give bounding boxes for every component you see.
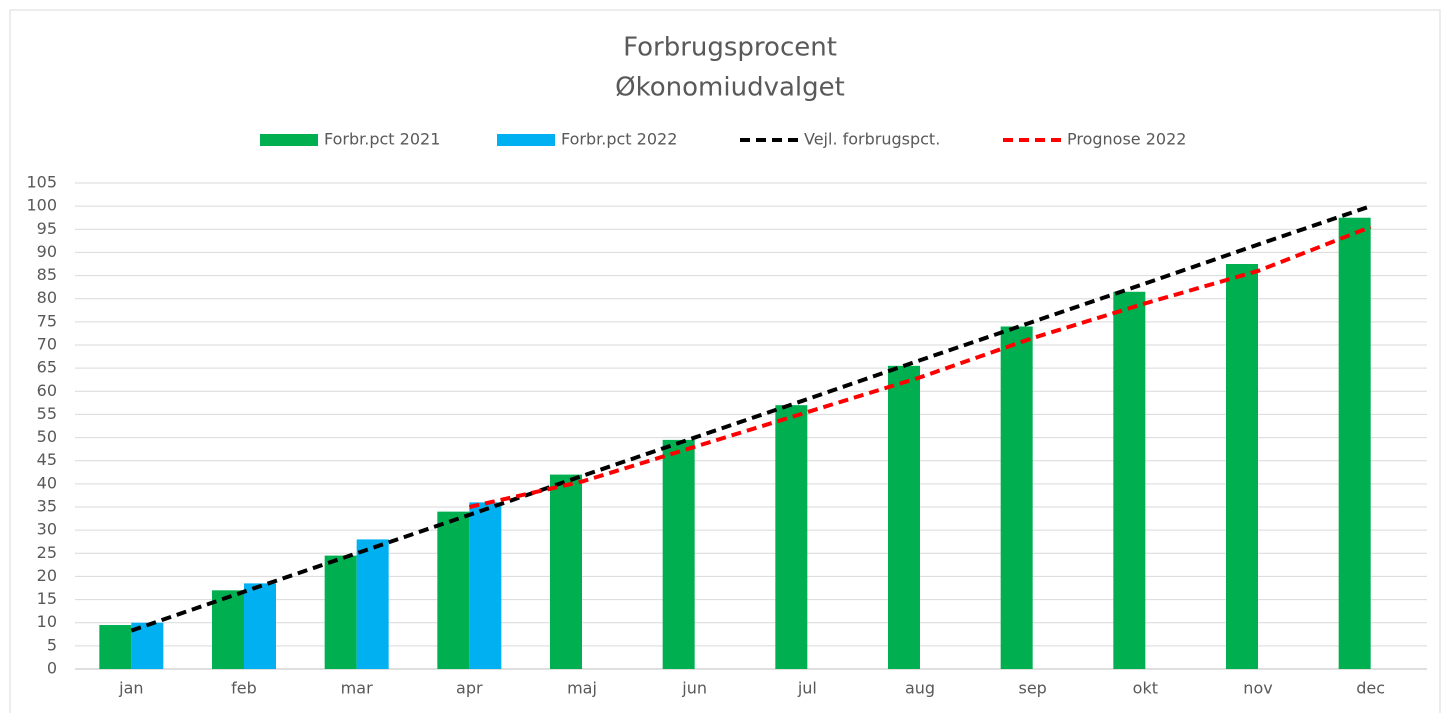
bar bbox=[99, 625, 132, 669]
bar bbox=[437, 511, 470, 669]
bar bbox=[1338, 217, 1371, 669]
y-tick-label: 45 bbox=[37, 450, 57, 469]
y-tick-label: 30 bbox=[37, 520, 57, 539]
legend-swatch bbox=[260, 134, 318, 146]
x-tick-label: okt bbox=[1133, 679, 1158, 698]
x-tick-label: sep bbox=[1018, 679, 1046, 698]
y-tick-label: 80 bbox=[37, 288, 57, 307]
y-tick-label: 20 bbox=[37, 566, 57, 585]
y-tick-label: 90 bbox=[37, 242, 57, 261]
x-tick-label: jun bbox=[681, 679, 707, 698]
y-tick-label: 10 bbox=[37, 612, 57, 631]
bar bbox=[469, 502, 502, 669]
x-tick-label: jul bbox=[797, 679, 817, 698]
bar bbox=[244, 583, 276, 669]
x-tick-label: apr bbox=[456, 679, 483, 698]
y-tick-label: 50 bbox=[37, 427, 57, 446]
legend-label: Forbr.pct 2021 bbox=[324, 130, 440, 149]
bar bbox=[662, 439, 695, 669]
line bbox=[468, 225, 1372, 509]
line bbox=[130, 204, 1372, 633]
legend-label: Forbr.pct 2022 bbox=[561, 130, 677, 149]
x-tick-label: maj bbox=[567, 679, 597, 698]
y-tick-label: 0 bbox=[47, 659, 57, 678]
y-tick-label: 55 bbox=[37, 404, 57, 423]
y-tick-label: 15 bbox=[37, 589, 57, 608]
chart-subtitle: Økonomiudvalget bbox=[615, 73, 845, 103]
y-tick-label: 85 bbox=[37, 265, 57, 284]
legend-swatch bbox=[497, 134, 555, 146]
legend-label: Prognose 2022 bbox=[1067, 130, 1186, 149]
y-tick-label: 95 bbox=[37, 219, 57, 238]
bar bbox=[212, 590, 244, 669]
y-tick-label: 5 bbox=[47, 635, 57, 654]
x-tick-label: aug bbox=[905, 679, 935, 698]
bar bbox=[1000, 326, 1033, 669]
bar bbox=[1113, 291, 1146, 669]
x-tick-label: jan bbox=[118, 679, 143, 698]
x-tick-label: mar bbox=[341, 679, 373, 698]
bar bbox=[888, 365, 920, 669]
y-tick-label: 25 bbox=[37, 543, 57, 562]
bar bbox=[324, 555, 357, 669]
x-tick-label: feb bbox=[231, 679, 257, 698]
x-tick-label: nov bbox=[1243, 679, 1272, 698]
x-tick-label: dec bbox=[1356, 679, 1385, 698]
y-tick-label: 35 bbox=[37, 497, 57, 516]
legend-label: Vejl. forbrugspct. bbox=[804, 130, 940, 149]
y-tick-label: 100 bbox=[26, 196, 57, 215]
y-tick-label: 60 bbox=[37, 381, 57, 400]
y-tick-label: 40 bbox=[37, 473, 57, 492]
bar bbox=[775, 405, 808, 669]
y-tick-label: 105 bbox=[26, 173, 57, 192]
y-tick-label: 70 bbox=[37, 335, 57, 354]
bar bbox=[550, 474, 582, 669]
y-tick-label: 65 bbox=[37, 358, 57, 377]
chart-title: Forbrugsprocent bbox=[623, 33, 837, 63]
y-tick-label: 75 bbox=[37, 311, 57, 330]
bar bbox=[1226, 264, 1258, 669]
bar bbox=[356, 539, 389, 669]
